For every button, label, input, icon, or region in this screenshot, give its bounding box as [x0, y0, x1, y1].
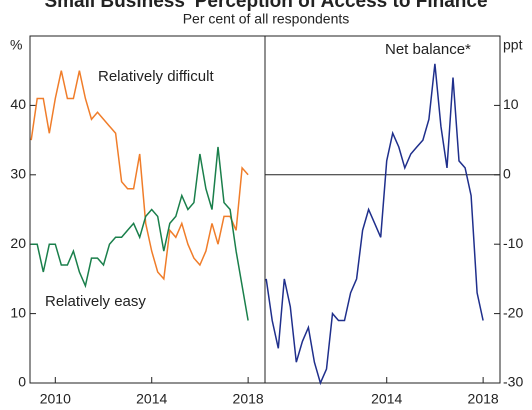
line-series: [265, 63, 484, 386]
series-label: Relatively difficult: [98, 68, 214, 85]
chart-title: Small Business' Perception of Access to …: [44, 0, 487, 12]
x-tick-label: 2014: [371, 391, 402, 407]
x-tick-label: 2014: [136, 391, 167, 407]
line-series: [30, 70, 249, 281]
y-axis-label: %: [10, 37, 22, 53]
series-label: Relatively easy: [45, 293, 146, 310]
x-tick-label: 2010: [40, 391, 71, 407]
y2-tick-label: 0: [503, 166, 511, 182]
y-tick-label: 20: [10, 235, 26, 251]
y2-axis-label: ppt: [503, 37, 523, 53]
y-tick-label: 30: [10, 166, 26, 182]
y-tick-label: 10: [10, 304, 26, 320]
line-series: [31, 146, 249, 321]
x-tick-label: 2018: [233, 391, 264, 407]
y2-tick-label: 10: [503, 96, 519, 112]
y-tick-label: 40: [10, 96, 26, 112]
y2-tick-label: -30: [503, 374, 523, 390]
chart-subtitle: Per cent of all respondents: [183, 11, 350, 27]
y2-tick-label: -10: [503, 235, 523, 251]
y2-tick-label: -20: [503, 304, 523, 320]
series-label: Net balance*: [385, 41, 471, 58]
y-tick-label: 0: [18, 374, 26, 390]
x-tick-label: 2018: [468, 391, 499, 407]
